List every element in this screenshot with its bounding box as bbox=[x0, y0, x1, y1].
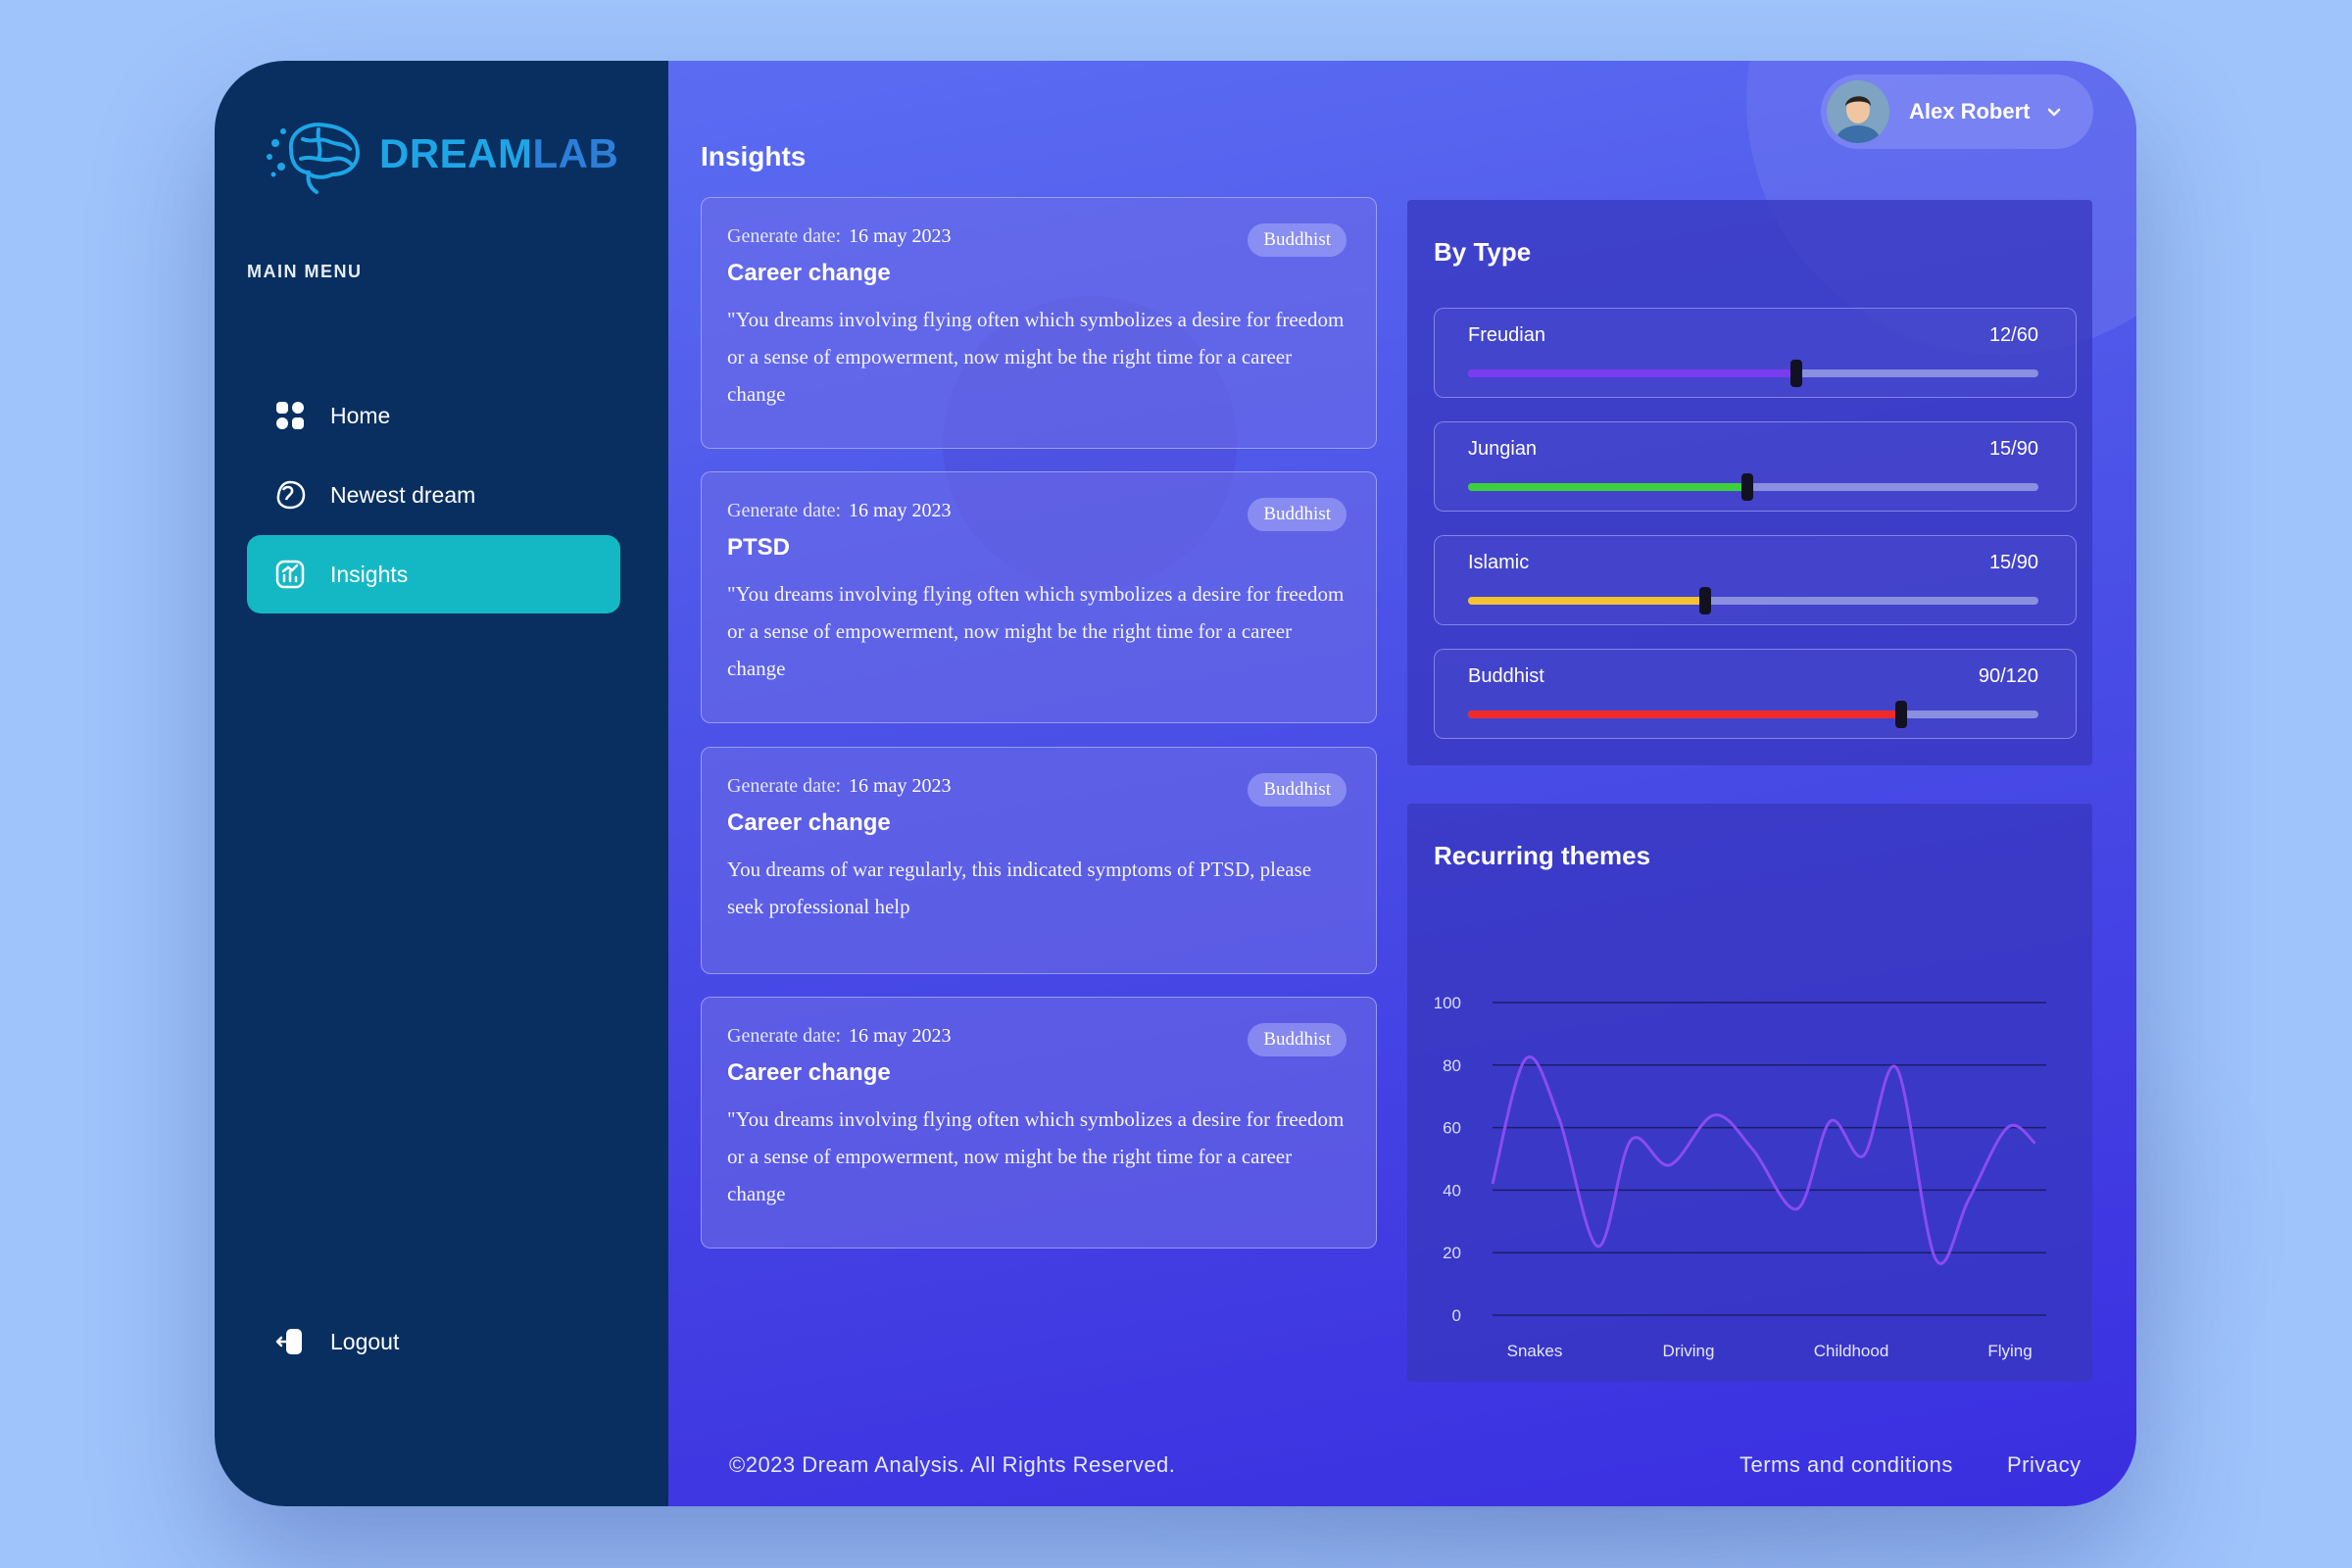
x-tick-label: Snakes bbox=[1507, 1342, 1563, 1360]
slider-fill bbox=[1468, 369, 1796, 377]
privacy-link[interactable]: Privacy bbox=[2007, 1452, 2082, 1477]
sidebar-item-label: Insights bbox=[330, 561, 409, 587]
type-row-buddhist: Buddhist 90/120 bbox=[1434, 649, 2077, 739]
x-tick-label: Flying bbox=[1987, 1342, 2032, 1360]
slider-thumb[interactable] bbox=[1789, 360, 1802, 387]
card-text: "You dreams involving flying often which… bbox=[727, 1107, 1345, 1205]
slider-track[interactable] bbox=[1468, 701, 2038, 728]
slider-fill bbox=[1468, 597, 1705, 605]
card-title: Career change bbox=[727, 260, 891, 286]
app-window: DREAMLAB MAIN MENU Home Newest dream bbox=[215, 61, 2136, 1506]
y-tick-label: 40 bbox=[1443, 1181, 1461, 1200]
sidebar-item-label: Home bbox=[330, 402, 391, 428]
type-value: 12/60 bbox=[1988, 324, 2038, 346]
card-text: You dreams of war regularly, this indica… bbox=[727, 858, 1312, 918]
type-value: 15/90 bbox=[1988, 552, 2038, 573]
user-menu[interactable]: Alex Robert bbox=[1821, 74, 2093, 149]
by-type-title: By Type bbox=[1434, 237, 1532, 267]
logo-text-lab: LAB bbox=[532, 130, 619, 176]
type-badge: Buddhist bbox=[1248, 498, 1347, 531]
card-title: Career change bbox=[727, 809, 891, 836]
type-row-freudian: Freudian 12/60 bbox=[1434, 308, 2077, 398]
logout-button[interactable]: Logout bbox=[247, 1302, 620, 1381]
y-tick-label: 0 bbox=[1452, 1306, 1461, 1325]
date-value: 16 may 2023 bbox=[849, 500, 952, 521]
type-value: 90/120 bbox=[1978, 665, 2038, 687]
type-badge: Buddhist bbox=[1248, 1023, 1347, 1056]
insight-card[interactable]: Generate date: 16 may 2023 Buddhist Caree… bbox=[701, 997, 1377, 1249]
logo-text: DREAMLAB bbox=[379, 130, 618, 177]
brain-logo-icon bbox=[267, 122, 361, 194]
slider-thumb[interactable] bbox=[1741, 473, 1754, 501]
type-badge: Buddhist bbox=[1248, 773, 1347, 807]
insight-card[interactable]: Generate date: 16 may 2023 Buddhist Caree… bbox=[701, 197, 1377, 449]
type-row-jungian: Jungian 15/90 bbox=[1434, 421, 2077, 512]
avatar bbox=[1827, 80, 1889, 143]
insight-card[interactable]: Generate date: 16 may 2023 Buddhist Caree… bbox=[701, 747, 1377, 974]
date-label: Generate date: bbox=[727, 1025, 842, 1047]
y-tick-label: 60 bbox=[1443, 1119, 1461, 1138]
type-label: Freudian bbox=[1468, 324, 1545, 346]
main-content: Insights Alex Robert Generate date: 16 ma… bbox=[668, 61, 2136, 1506]
card-date: Generate date: 16 may 2023 bbox=[727, 225, 1350, 248]
chart-icon bbox=[275, 560, 305, 589]
card-date: Generate date: 16 may 2023 bbox=[727, 775, 1350, 798]
logout-icon bbox=[275, 1329, 302, 1354]
slider-track[interactable] bbox=[1468, 360, 2038, 387]
slider-fill bbox=[1468, 710, 1902, 718]
type-row-islamic: Islamic 15/90 bbox=[1434, 535, 2077, 625]
y-tick-label: 80 bbox=[1443, 1056, 1461, 1075]
type-badge: Buddhist bbox=[1248, 223, 1347, 257]
dream-bubble-icon bbox=[276, 480, 306, 510]
y-tick-label: 20 bbox=[1443, 1244, 1461, 1262]
date-label: Generate date: bbox=[727, 225, 842, 247]
sidebar: DREAMLAB MAIN MENU Home Newest dream bbox=[215, 61, 668, 1506]
date-label: Generate date: bbox=[727, 500, 842, 521]
terms-link[interactable]: Terms and conditions bbox=[1740, 1452, 1953, 1477]
grid-icon bbox=[276, 402, 304, 429]
type-label: Buddhist bbox=[1468, 665, 1544, 687]
date-value: 16 may 2023 bbox=[849, 225, 952, 247]
card-date: Generate date: 16 may 2023 bbox=[727, 1025, 1350, 1048]
x-tick-label: Childhood bbox=[1814, 1342, 1889, 1360]
user-name: Alex Robert bbox=[1909, 99, 2031, 123]
chart-title: Recurring themes bbox=[1434, 841, 1651, 870]
sidebar-item-insights[interactable]: Insights bbox=[247, 535, 620, 613]
sidebar-item-newest-dream[interactable]: Newest dream bbox=[247, 456, 620, 534]
type-label: Islamic bbox=[1468, 552, 1530, 573]
slider-thumb[interactable] bbox=[1698, 587, 1711, 614]
logout-label: Logout bbox=[330, 1328, 400, 1354]
card-date: Generate date: 16 may 2023 bbox=[727, 500, 1350, 522]
slider-thumb[interactable] bbox=[1895, 701, 1908, 728]
slider-track[interactable] bbox=[1468, 587, 2038, 614]
date-value: 16 may 2023 bbox=[849, 1025, 952, 1047]
x-tick-label: Driving bbox=[1663, 1342, 1715, 1360]
page-title: Insights bbox=[701, 141, 807, 172]
logo[interactable]: DREAMLAB bbox=[262, 110, 618, 198]
y-tick-label: 100 bbox=[1434, 994, 1461, 1012]
type-label: Jungian bbox=[1468, 438, 1538, 460]
series-line bbox=[1491, 1055, 2036, 1265]
chevron-down-icon bbox=[2048, 108, 2061, 117]
card-text: "You dreams involving flying often which… bbox=[727, 582, 1345, 680]
card-text: "You dreams involving flying often which… bbox=[727, 308, 1345, 406]
by-type-panel: By Type Freudian 12/60 Jungian 15/90 Isl… bbox=[1407, 200, 2092, 765]
main-menu-title: MAIN MENU bbox=[247, 262, 363, 281]
recurring-themes-chart: 0 20 40 60 80 100 Snakes Driving Childhood Flying bbox=[1434, 994, 2046, 1360]
slider-track[interactable] bbox=[1468, 473, 2038, 501]
sidebar-item-home[interactable]: Home bbox=[247, 376, 620, 455]
date-label: Generate date: bbox=[727, 775, 842, 797]
copyright-text: ©2023 Dream Analysis. All Rights Reserve… bbox=[729, 1452, 1176, 1477]
date-value: 16 may 2023 bbox=[849, 775, 952, 797]
logo-text-dream: DREAM bbox=[379, 130, 533, 176]
sidebar-item-label: Newest dream bbox=[330, 481, 476, 508]
insight-card[interactable]: Generate date: 16 may 2023 Buddhist PTSD … bbox=[701, 471, 1377, 723]
card-title: PTSD bbox=[727, 534, 791, 561]
slider-fill bbox=[1468, 483, 1748, 491]
card-title: Career change bbox=[727, 1059, 891, 1086]
recurring-themes-panel: Recurring themes 0 20 40 60 80 100 Snakes Drivi… bbox=[1407, 804, 2092, 1382]
user-avatar-icon bbox=[1827, 80, 1889, 143]
type-value: 15/90 bbox=[1988, 438, 2038, 460]
